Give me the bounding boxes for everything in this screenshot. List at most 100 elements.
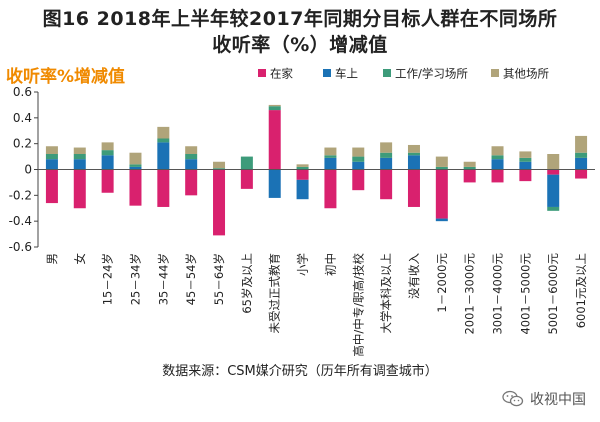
watermark-text: 收视中国 (530, 392, 586, 408)
bar-segment (129, 152, 142, 165)
bar-segment (45, 146, 58, 154)
legend-swatch (491, 69, 499, 77)
bar-segment (73, 147, 86, 154)
bar-segment (45, 154, 58, 160)
bar-segment (380, 152, 393, 158)
bar-segment (519, 161, 532, 170)
bar-segment (352, 161, 365, 170)
bar-segment (45, 169, 58, 204)
bar-segment (268, 169, 281, 198)
bar-segment (213, 168, 226, 170)
bar-segment (463, 166, 476, 170)
bar-segment (547, 206, 560, 211)
x-tick-label: 6001元及以上 (574, 253, 588, 328)
bar-segment (45, 159, 58, 170)
bar-segment (575, 135, 588, 153)
bar-segment (435, 156, 448, 167)
bar-segment (491, 169, 504, 183)
bar-segment (185, 159, 198, 170)
bar-segment (519, 157, 532, 162)
x-tick-label: 5001－6000元 (546, 253, 560, 335)
x-tick-label: 45－54岁 (184, 253, 198, 305)
bar-segment (547, 169, 560, 175)
x-tick-label: 未受过正式教育 (268, 253, 282, 334)
legend-label: 车上 (335, 67, 358, 81)
bar-segment (268, 104, 281, 107)
bar-segment (73, 159, 86, 170)
bar-segment (407, 144, 420, 153)
chart-title-line1: 图16 2018年上半年较2017年同期分目标人群在不同场所 (42, 8, 558, 30)
bar-segment (185, 169, 198, 196)
bar-segment (185, 154, 198, 160)
bar-segment (101, 150, 114, 156)
bar-segment (157, 138, 170, 143)
bar-segment (435, 218, 448, 222)
bar-segment (240, 156, 253, 170)
bar-segment (296, 166, 309, 170)
bar-segment (185, 146, 198, 154)
bar-segment (268, 110, 281, 170)
bar-segment (324, 155, 337, 158)
bar-segment (352, 156, 365, 162)
x-tick-label: 25－34岁 (128, 253, 142, 305)
y-tick-label: 0.2 (13, 137, 32, 151)
x-tick-label: 35－44岁 (156, 253, 170, 305)
bar-segment (519, 169, 532, 182)
bar-segment (575, 169, 588, 179)
legend-label: 在家 (270, 67, 293, 81)
bar-segment (575, 157, 588, 170)
bar-segment (296, 169, 309, 180)
bar-segment (73, 169, 86, 209)
bar-segment (296, 164, 309, 167)
bar-segment (157, 142, 170, 170)
bar-segment (157, 126, 170, 139)
y-tick-label: 0 (24, 163, 32, 177)
bar-segment (547, 174, 560, 207)
watermark: 收视中国 (502, 389, 586, 409)
legend-label: 其他场所 (503, 67, 549, 81)
x-tick-label: 大学本科及以上 (379, 253, 393, 334)
x-tick-label: 1－2000元 (435, 253, 449, 313)
bar-segment (157, 169, 170, 207)
bar-segment (101, 142, 114, 151)
x-tick-label: 高中/中专/职高/技校 (351, 253, 365, 357)
bar-segment (380, 142, 393, 153)
x-tick-label: 2001－3000元 (463, 253, 477, 335)
bar-segment (435, 169, 448, 219)
y-tick-label: 0.6 (13, 85, 32, 99)
bar-segment (352, 147, 365, 157)
bar-segment (129, 169, 142, 206)
x-tick-label: 初中 (323, 253, 337, 276)
bar-segment (380, 157, 393, 170)
bar-segment (380, 169, 393, 200)
y-tick-label: -0.2 (9, 188, 32, 202)
bar-segment (463, 161, 476, 167)
bar-segment (268, 106, 281, 111)
bar-segment (352, 169, 365, 191)
bar-segment (324, 169, 337, 209)
bar-segment (547, 154, 560, 170)
legend-swatch (323, 69, 331, 77)
bar-segment (407, 152, 420, 156)
x-tick-label: 65岁及以上 (240, 253, 254, 314)
legend-label: 工作/学习场所 (395, 67, 468, 81)
x-tick-label: 男 (45, 253, 59, 265)
bar-segment (240, 169, 253, 189)
bar-segment (296, 179, 309, 200)
bar-segment (407, 155, 420, 170)
x-tick-label: 15－24岁 (101, 253, 115, 305)
y-tick-label: -0.4 (9, 214, 32, 228)
x-tick-label: 小学 (296, 253, 310, 276)
bar-segment (491, 155, 504, 160)
bar-segment (129, 166, 142, 170)
bar-segment (129, 164, 142, 167)
y-axis-label: 收听率%增减值 (6, 67, 126, 87)
bar-segment (324, 157, 337, 170)
x-tick-label: 3001－4000元 (491, 253, 505, 335)
bar-segment (73, 154, 86, 160)
bar-segment (491, 159, 504, 170)
bar-segment (213, 161, 226, 169)
y-tick-label: 0.4 (13, 111, 32, 125)
legend-swatch (258, 69, 266, 77)
